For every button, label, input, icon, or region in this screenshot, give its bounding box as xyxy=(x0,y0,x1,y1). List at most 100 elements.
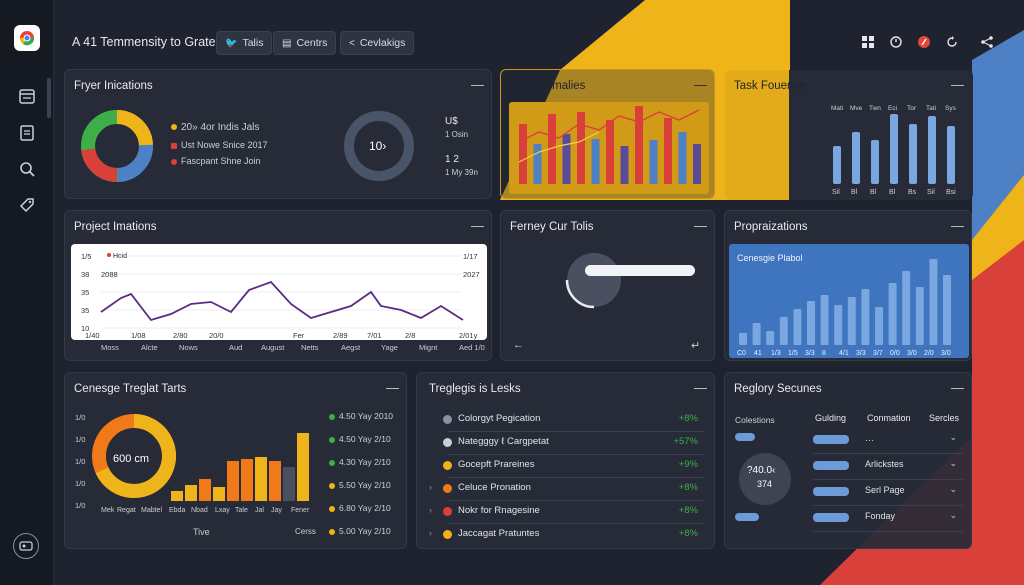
minimize-icon[interactable]: — xyxy=(951,218,964,233)
bar xyxy=(929,259,938,345)
ferney-panel: Ferney Cur Tolis — ← ↵ xyxy=(500,210,715,361)
list-item-value: +8% xyxy=(678,482,698,493)
talis-button[interactable]: 🐦 Talis xyxy=(216,31,273,55)
list-item-label: Gocepft Prareines xyxy=(458,459,535,470)
divider xyxy=(813,479,963,480)
x-tick-label: 41 xyxy=(754,350,762,357)
treglegis-title: Treglegis is Lesks xyxy=(429,383,521,395)
compass-icon[interactable] xyxy=(916,34,932,50)
list-item[interactable]: Gocepft Prareines +9% xyxy=(427,457,704,477)
minimize-icon[interactable]: — xyxy=(951,380,964,395)
date-text: 5.50 Yay 2/10 xyxy=(339,480,391,490)
date-text: 5.00 Yay 2/10 xyxy=(339,526,391,536)
table-row[interactable]: Serl Page ⌄ xyxy=(813,483,963,503)
tick-label: Bl xyxy=(851,189,858,196)
table-row[interactable]: … ⌄ xyxy=(813,431,963,451)
project-imations-title: Project Imations xyxy=(74,221,157,233)
status-pill xyxy=(813,487,849,496)
tick-label: Twn xyxy=(869,105,881,112)
x-category-label: Netts xyxy=(301,343,319,352)
bar xyxy=(620,146,629,184)
minimize-icon[interactable]: — xyxy=(694,380,707,395)
x-tick-label: Regat xyxy=(117,507,136,514)
task-fouence-bar-chart: Mati Sil Mve Bl Twn Bl Eci Bl Tor Bs Tati Sil Sys Bsi xyxy=(831,105,957,196)
gear-icon xyxy=(443,415,452,424)
x-tick-label: 1/5 xyxy=(788,350,798,357)
list-item[interactable]: Nokr for Rnagesine +8% › xyxy=(427,503,704,523)
grid-icon[interactable] xyxy=(860,34,876,50)
tag-icon[interactable] xyxy=(15,193,39,217)
list-item[interactable]: Nategggy ℓ Cargpetat +57% xyxy=(427,434,704,454)
x-category-label: Nows xyxy=(179,343,198,352)
date-item: 4.30 Yay 2/10 xyxy=(329,457,391,467)
x-tick-label: 2/80 xyxy=(173,331,188,340)
tick-label: Tati xyxy=(926,105,936,112)
minimize-icon[interactable]: — xyxy=(471,77,484,92)
bar xyxy=(871,140,879,184)
list-item[interactable]: Jaccagat Pratuntes +8% › xyxy=(427,526,704,546)
x-tick-label: 8 xyxy=(822,350,826,357)
search-icon[interactable] xyxy=(15,157,39,181)
y-tick-label: 10 xyxy=(81,324,89,333)
project-imations-line-chart: 1/5 1/17 38 2027 35 35 10 Hcid 2088 1/40 1/08 2/80 2… xyxy=(81,252,480,340)
minimize-icon[interactable]: — xyxy=(694,218,707,233)
date-text: 4.30 Yay 2/10 xyxy=(339,457,391,467)
col-header: Conmation xyxy=(867,413,911,423)
reglory-left-label: Colestions xyxy=(735,415,775,425)
bar xyxy=(820,295,829,345)
return-icon[interactable]: ↵ xyxy=(691,340,701,352)
minimize-icon[interactable]: — xyxy=(471,218,484,233)
x-tick-label: 20/0 xyxy=(209,331,224,340)
table-row[interactable]: Arlickstes ⌄ xyxy=(813,457,963,477)
col-header: Sercles xyxy=(929,413,960,423)
bar xyxy=(635,106,643,184)
propra-panel: Propraizations — Cenesgie Plabol C0 41 1/3… xyxy=(724,210,972,361)
browser-logo-icon[interactable] xyxy=(14,25,40,51)
clock-icon[interactable] xyxy=(888,34,904,50)
minimize-icon[interactable]: — xyxy=(386,380,399,395)
bar xyxy=(833,146,841,184)
document-icon[interactable] xyxy=(15,121,39,145)
bar xyxy=(807,301,815,345)
bar xyxy=(793,309,802,345)
fryer-legend-item: Fascpant Shne Join xyxy=(171,156,261,166)
list-item[interactable]: Celuce Pronation +8% › xyxy=(427,480,704,500)
tick-label: Bl xyxy=(870,189,877,196)
refresh-icon[interactable] xyxy=(944,34,960,50)
centrs-button[interactable]: ▤ Centrs xyxy=(273,31,337,55)
calendar-icon[interactable] xyxy=(15,84,39,108)
cevlakigs-button[interactable]: < Cevlakigs xyxy=(340,31,415,55)
chevron-down-icon[interactable]: ⌄ xyxy=(949,458,957,468)
bar xyxy=(255,457,267,501)
task-fouence-title: Task Fouence xyxy=(734,80,806,92)
list-item[interactable]: Colorgyt Pegication +8% xyxy=(427,411,704,431)
list-item-label: Colorgyt Pegication xyxy=(458,413,541,424)
list-item-value: +8% xyxy=(678,413,698,424)
chevron-down-icon[interactable]: ⌄ xyxy=(949,432,957,442)
row-label: Fonday xyxy=(865,511,896,521)
talis-button-label: Talis xyxy=(242,37,264,49)
back-arrow-icon[interactable]: ← xyxy=(513,339,524,351)
share-icon: < xyxy=(349,37,355,49)
propra-subtitle: Cenesgie Plabol xyxy=(737,253,803,263)
donut-label: 600 cm xyxy=(113,453,150,465)
minimize-icon[interactable]: — xyxy=(694,77,707,92)
profile-icon[interactable] xyxy=(13,533,39,559)
x-tick-label: Jay xyxy=(271,507,282,514)
reglory-circle-sub: 374 xyxy=(757,479,773,489)
chevron-down-icon[interactable]: ⌄ xyxy=(949,510,957,520)
chevron-down-icon[interactable]: ⌄ xyxy=(949,484,957,494)
bar xyxy=(779,317,788,345)
status-dot xyxy=(329,505,335,512)
share-icon[interactable] xyxy=(979,34,995,50)
minimize-icon[interactable]: — xyxy=(951,77,964,92)
circle-icon xyxy=(443,507,452,516)
trend-line xyxy=(518,131,600,163)
table-row[interactable]: Fonday ⌄ xyxy=(813,509,963,529)
bar xyxy=(664,118,672,184)
tick-label: Sil xyxy=(832,189,840,196)
legend-marker xyxy=(107,253,111,257)
x-tick-label: 1/3 xyxy=(771,350,781,357)
list-item-label: Jaccagat Pratuntes xyxy=(458,528,540,539)
x-tick-label: Fener xyxy=(291,507,310,514)
